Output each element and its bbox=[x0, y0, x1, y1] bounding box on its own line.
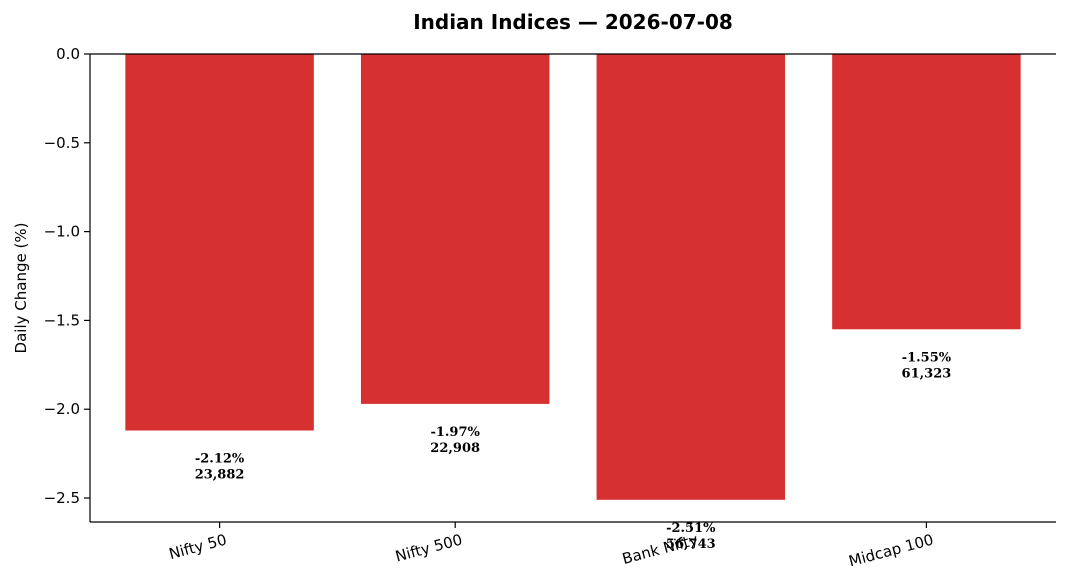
bar-3 bbox=[832, 54, 1021, 330]
x-tick-label-3: Midcap 100 bbox=[847, 530, 936, 570]
bars-group bbox=[125, 54, 1021, 500]
chart-title: Indian Indices — 2026-07-08 bbox=[413, 10, 733, 34]
x-axis: Nifty 50 Nifty 500 Bank Nifty Midcap 100 bbox=[167, 522, 936, 570]
data-label-level-0: 23,882 bbox=[195, 468, 245, 483]
bar-0 bbox=[125, 54, 314, 431]
data-label-pct-1: -1.97% bbox=[430, 425, 480, 440]
x-tick-label-0: Nifty 50 bbox=[167, 530, 229, 563]
data-label-pct-2: -2.51% bbox=[666, 521, 716, 536]
bar-2 bbox=[596, 54, 786, 500]
x-tick-label-1: Nifty 500 bbox=[393, 530, 464, 565]
y-tick-label-3: −1.5 bbox=[44, 311, 80, 329]
data-label-1: -1.97% 22,908 bbox=[430, 425, 480, 456]
data-label-level-1: 22,908 bbox=[430, 441, 480, 456]
data-label-pct-3: -1.55% bbox=[902, 350, 952, 365]
data-label-level-2: 56,743 bbox=[666, 537, 716, 552]
data-label-3: -1.55% 61,323 bbox=[902, 350, 952, 381]
data-label-pct-0: -2.12% bbox=[195, 452, 245, 467]
data-label-2: -2.51% 56,743 bbox=[666, 521, 716, 552]
y-tick-label-2: −1.0 bbox=[44, 223, 80, 241]
x-tick-label-2: Bank Nifty bbox=[620, 530, 700, 568]
y-tick-label-0: 0.0 bbox=[56, 45, 80, 63]
y-tick-label-1: −0.5 bbox=[44, 134, 80, 152]
data-labels-group: -2.12% 23,882 -1.97% 22,908 -2.51% 56,743 -1.5… bbox=[195, 350, 952, 552]
y-axis: 0.0 −0.5 −1.0 −1.5 −2.0 −2.5 bbox=[44, 45, 90, 507]
data-label-level-3: 61,323 bbox=[902, 366, 952, 381]
y-tick-label-5: −2.5 bbox=[44, 489, 80, 507]
y-axis-label: Daily Change (%) bbox=[12, 223, 30, 354]
data-label-0: -2.12% 23,882 bbox=[195, 452, 245, 483]
bar-1 bbox=[360, 54, 550, 404]
y-tick-label-4: −2.0 bbox=[44, 400, 80, 418]
